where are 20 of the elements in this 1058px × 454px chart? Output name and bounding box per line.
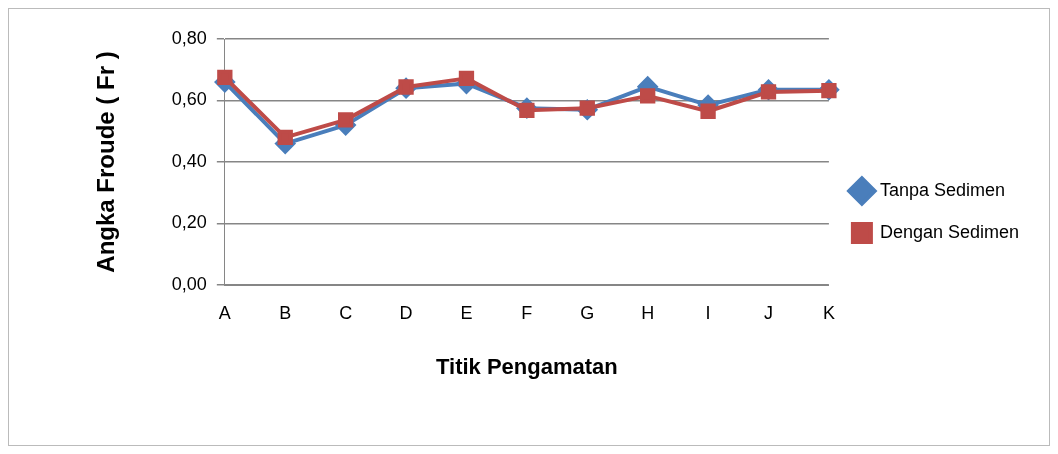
y-tick-label: 0,60 [171,89,207,110]
y-tick-label: 0,00 [171,273,207,294]
x-tick-label: J [764,302,773,323]
x-tick-label: B [279,302,292,323]
y-tick-label: 0,40 [171,150,207,171]
x-tick-label: D [399,302,413,323]
legend-label: Dengan Sedimen [879,221,1020,242]
x-tick-label: A [218,302,231,323]
x-tick-label: I [705,302,711,323]
y-axis-title: Angka Froude ( Fr ) [92,51,120,273]
x-tick-label: F [521,302,533,323]
x-tick-label: K [822,302,835,323]
x-tick-label: G [580,302,595,323]
x-tick-label: E [460,302,473,323]
x-tick-label: C [339,302,353,323]
y-tick-label: 0,20 [171,212,207,233]
x-tick-label: H [641,302,655,323]
legend-label: Tanpa Sedimen [879,179,1005,200]
x-axis-title: Titik Pengamatan [435,353,618,379]
y-tick-label: 0,80 [171,27,207,48]
